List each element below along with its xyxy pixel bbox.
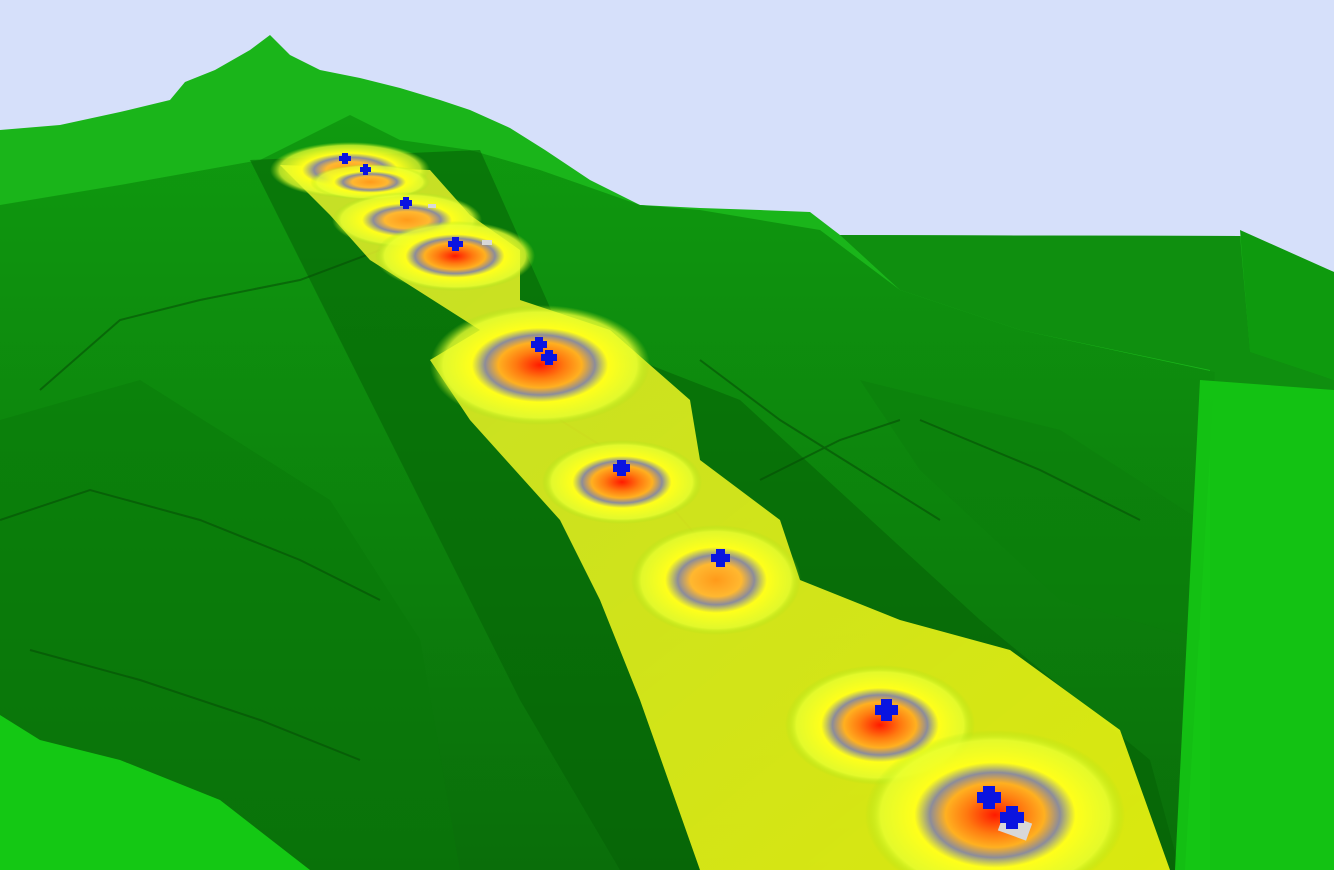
bright-foreground-left bbox=[0, 715, 310, 870]
marker-icon bbox=[339, 153, 351, 164]
marker-icon bbox=[977, 786, 1001, 809]
hotspot bbox=[542, 440, 702, 524]
marker-icon bbox=[1000, 806, 1024, 829]
marker-icon bbox=[541, 350, 557, 365]
marker-icon bbox=[711, 549, 730, 567]
right-cliff bbox=[1240, 230, 1334, 380]
hotspot bbox=[631, 525, 801, 635]
ridge-highlight-right bbox=[860, 380, 1200, 640]
marker-icon bbox=[875, 699, 898, 721]
ridge-shadow-left bbox=[0, 380, 460, 870]
hotspot bbox=[430, 305, 650, 425]
bright-foreground-right bbox=[1175, 380, 1334, 870]
hotspot bbox=[375, 221, 535, 291]
marker-icon bbox=[613, 460, 630, 476]
marker-icon bbox=[400, 197, 412, 209]
marker-icon bbox=[448, 237, 463, 251]
marker-icon bbox=[531, 337, 547, 352]
hotspot bbox=[310, 164, 430, 200]
source-markers bbox=[339, 153, 1024, 829]
marker-icon bbox=[360, 164, 371, 175]
